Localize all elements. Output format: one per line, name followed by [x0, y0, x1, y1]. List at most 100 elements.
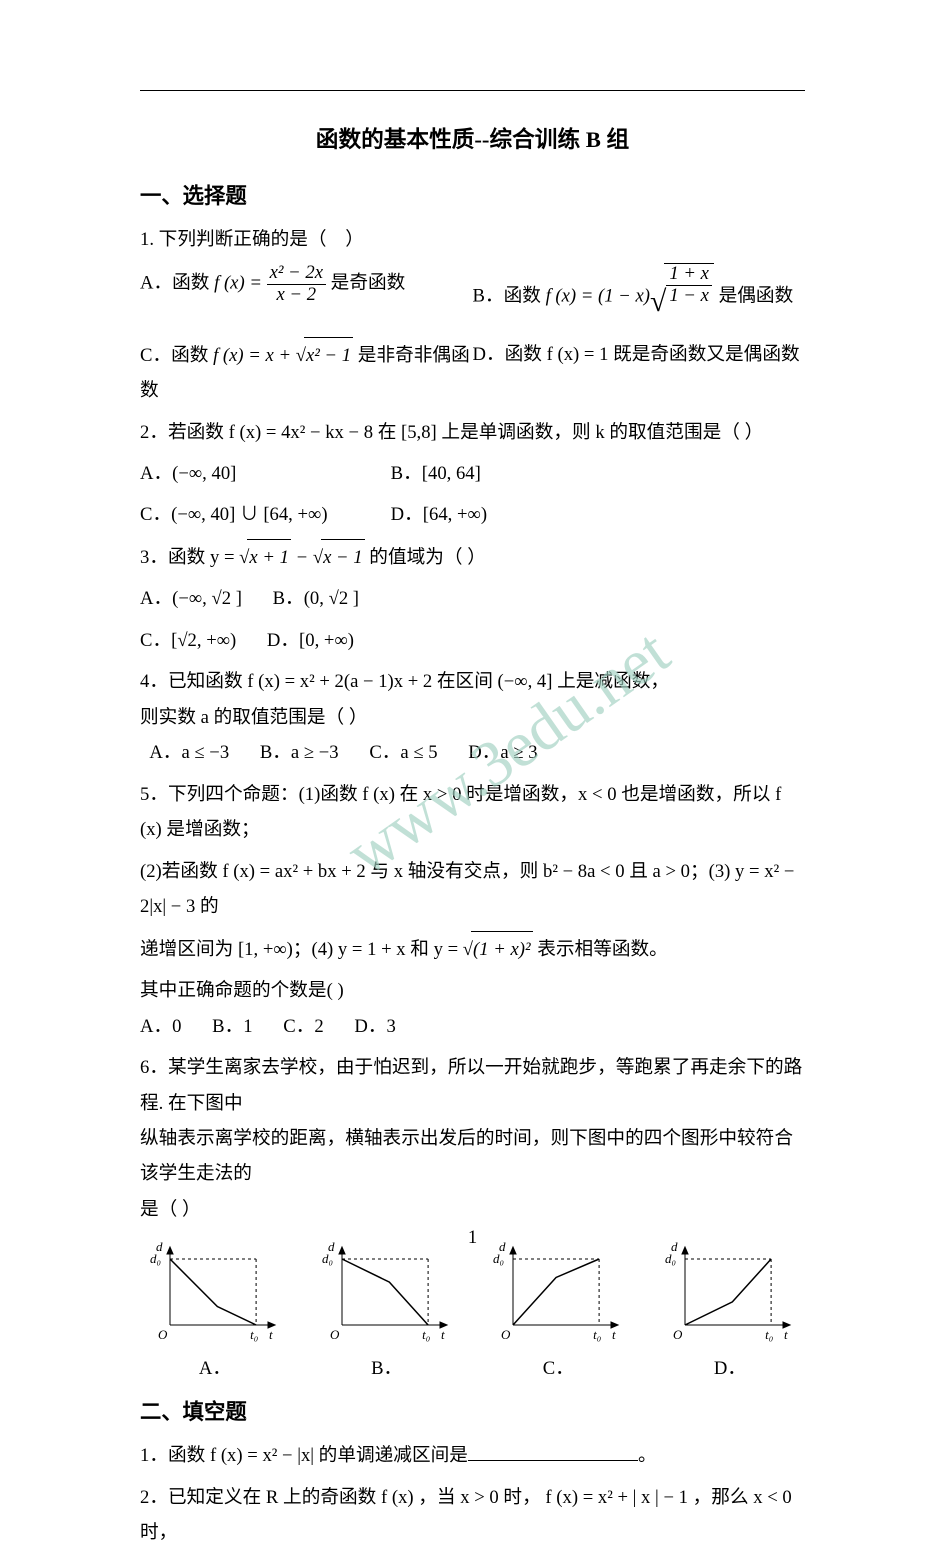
q5-options: A．0 B．1 C．2 D．3 — [140, 1009, 805, 1044]
q3-rad1: x + 1 — [247, 539, 291, 575]
fill-q2: 2．已知定义在 R 上的奇函数 f (x) ，当 x > 0 时， f (x) … — [140, 1480, 805, 1551]
svg-text:t₀: t₀ — [765, 1327, 773, 1342]
q3-options-row2: C．[√2, +∞) D．[0, +∞) — [140, 623, 805, 658]
q5-option-d: D．3 — [354, 1009, 395, 1044]
q5-p3-prefix: 递增区间为 [1, +∞)；(4) y = 1 + x 和 y = — [140, 939, 463, 960]
svg-text:t₀: t₀ — [593, 1327, 601, 1342]
q1-c-rad: x² − 1 — [304, 337, 353, 373]
q1-option-a: A．函数 f (x) = x² − 2xx − 2 是奇函数 — [140, 263, 473, 330]
q4-stem-2: 则实数 a 的取值范围是（ ） — [140, 700, 805, 735]
svg-text:t₀: t₀ — [250, 1327, 258, 1342]
q1-a-num: x² − 2x — [267, 263, 326, 284]
q2-options-row1: A．(−∞, 40] B．[40, 64] — [140, 456, 805, 491]
q3-option-c: C．[√2, +∞) — [140, 623, 236, 658]
q3-option-a: A．(−∞, √2 ] — [140, 581, 242, 616]
q5-ask: 其中正确命题的个数是( ) — [140, 973, 805, 1008]
q3-stem-prefix: 3．函数 y = — [140, 547, 239, 568]
q2-option-c: C．(−∞, 40] ∪ [64, +∞) — [140, 497, 360, 532]
q1-b-num: 1 + x — [666, 264, 712, 285]
fill-q1-prefix: 1．函数 f (x) = x² − |x| 的单调递减区间是 — [140, 1445, 468, 1466]
q5-p3: 递增区间为 [1, +∞)；(4) y = 1 + x 和 y = √(1 + … — [140, 931, 805, 967]
q2-options-row2: C．(−∞, 40] ∪ [64, +∞) D．[64, +∞) — [140, 497, 805, 532]
q3-stem: 3．函数 y = √x + 1 − √x − 1 的值域为（ ） — [140, 539, 805, 575]
fill-q1: 1．函数 f (x) = x² − |x| 的单调递减区间是 。 — [140, 1438, 805, 1473]
q5-option-b: B．1 — [212, 1009, 252, 1044]
q1-a-suffix: 是奇函数 — [326, 273, 405, 294]
page-number: 1 — [0, 1227, 945, 1249]
q2-option-d: D．[64, +∞) — [391, 497, 487, 532]
svg-text:O: O — [501, 1327, 511, 1342]
svg-text:O: O — [673, 1327, 683, 1342]
svg-text:d₀: d₀ — [322, 1251, 333, 1266]
svg-text:O: O — [330, 1327, 340, 1342]
q5-stem: 5．下列四个命题：(1)函数 f (x) 在 x > 0 时是增函数，x < 0… — [140, 777, 805, 848]
q6-graph-a: d d₀ O t₀ t A． — [140, 1235, 290, 1380]
q3-options-row1: A．(−∞, √2 ] B．(0, √2 ] — [140, 581, 805, 616]
q1-option-d: D．函数 f (x) = 1 既是奇函数又是偶函数 — [473, 337, 806, 409]
q2-option-a: A．(−∞, 40] — [140, 456, 360, 491]
graph-caption: C． — [483, 1353, 633, 1380]
fill-q1-suffix: 。 — [638, 1445, 657, 1466]
q1-options-row2: C．函数 f (x) = x + √x² − 1 是非奇非偶函数 D．函数 f … — [140, 337, 805, 409]
q1-a-prefix: A．函数 — [140, 273, 214, 294]
q6-l2: 纵轴表示离学校的距离，横轴表示出发后的时间，则下图中的四个图形中较符合该学生走法… — [140, 1121, 805, 1192]
graph-svg: d d₀ O t₀ t — [312, 1235, 462, 1345]
q1-a-den: x − 2 — [267, 284, 326, 306]
fill-q1-blank — [468, 1460, 638, 1461]
graph-svg: d d₀ O t₀ t — [655, 1235, 805, 1345]
q3-rad2: x − 1 — [321, 539, 365, 575]
q1-stem-prefix: 1. 下列判断正确的是（ — [140, 229, 327, 250]
graph-caption: A． — [140, 1353, 290, 1380]
q3-option-d: D．[0, +∞) — [267, 623, 354, 658]
q4-option-a: A．a ≤ −3 — [149, 735, 229, 770]
svg-text:d₀: d₀ — [493, 1251, 504, 1266]
svg-text:d₀: d₀ — [665, 1251, 676, 1266]
q1-options-row1: A．函数 f (x) = x² − 2xx − 2 是奇函数 B．函数 f (x… — [140, 263, 805, 330]
graph-caption: D． — [655, 1353, 805, 1380]
svg-text:t₀: t₀ — [422, 1327, 430, 1342]
q6-l3: 是（ ） — [140, 1192, 805, 1227]
graph-svg: d d₀ O t₀ t — [483, 1235, 633, 1345]
q2-stem: 2．若函数 f (x) = 4x² − kx − 8 在 [5,8] 上是单调函… — [140, 415, 805, 450]
q4-option-b: B．a ≥ −3 — [260, 735, 339, 770]
section-1-heading: 一、选择题 — [140, 179, 805, 210]
q6-graph-b: d d₀ O t₀ t B． — [312, 1235, 462, 1380]
q3-stem-suffix: 的值域为（ ） — [365, 547, 486, 568]
q1-option-b: B．函数 f (x) = (1 − x)√1 + x1 − x 是偶函数 — [473, 263, 806, 330]
q1-a-fx: f (x) = — [214, 273, 266, 294]
q5-option-c: C．2 — [283, 1009, 323, 1044]
svg-text:t: t — [612, 1327, 616, 1342]
q2-option-b: B．[40, 64] — [391, 456, 481, 491]
q3-option-b: B．(0, √2 ] — [273, 581, 359, 616]
svg-text:O: O — [158, 1327, 168, 1342]
q6-graph-d: d d₀ O t₀ t D． — [655, 1235, 805, 1380]
graph-svg: d d₀ O t₀ t — [140, 1235, 290, 1345]
q5-option-a: A．0 — [140, 1009, 181, 1044]
q1-stem: 1. 下列判断正确的是（ ） — [140, 222, 805, 257]
svg-text:t: t — [269, 1327, 273, 1342]
q1-b-fx: f (x) = (1 − x) — [546, 286, 650, 307]
q4-options: A．a ≤ −3 B．a ≥ −3 C．a ≤ 5 D．a ≥ 3 — [140, 735, 805, 770]
q1-b-prefix: B．函数 — [473, 286, 546, 307]
q1-option-c: C．函数 f (x) = x + √x² − 1 是非奇非偶函数 — [140, 337, 473, 409]
graph-caption: B． — [312, 1353, 462, 1380]
svg-text:t: t — [784, 1327, 788, 1342]
q1-stem-suffix: ） — [345, 229, 364, 250]
q3-minus: − — [291, 547, 313, 568]
q4-stem-1: 4．已知函数 f (x) = x² + 2(a − 1)x + 2 在区间 (−… — [140, 664, 805, 699]
q4-option-d: D．a ≥ 3 — [468, 735, 537, 770]
section-2-heading: 二、填空题 — [140, 1395, 805, 1426]
svg-text:t: t — [441, 1327, 445, 1342]
q4-option-c: C．a ≤ 5 — [369, 735, 437, 770]
q5-p2: (2)若函数 f (x) = ax² + bx + 2 与 x 轴没有交点，则 … — [140, 854, 805, 925]
q5-p3-rad: (1 + x)² — [471, 931, 533, 967]
q6-graphs: d d₀ O t₀ t A． d d₀ O t₀ t B． — [140, 1235, 805, 1380]
q1-c-prefix: C．函数 — [140, 345, 213, 366]
q1-b-den: 1 − x — [666, 285, 712, 307]
svg-text:d₀: d₀ — [150, 1251, 161, 1266]
q6-l1: 6．某学生离家去学校，由于怕迟到，所以一开始就跑步，等跑累了再走余下的路程. 在… — [140, 1050, 805, 1121]
q5-p3-suffix: 表示相等函数。 — [533, 939, 668, 960]
q1-b-suffix: 是偶函数 — [714, 286, 793, 307]
page-top-rule — [140, 90, 805, 91]
page-title: 函数的基本性质--综合训练 B 组 — [140, 121, 805, 154]
